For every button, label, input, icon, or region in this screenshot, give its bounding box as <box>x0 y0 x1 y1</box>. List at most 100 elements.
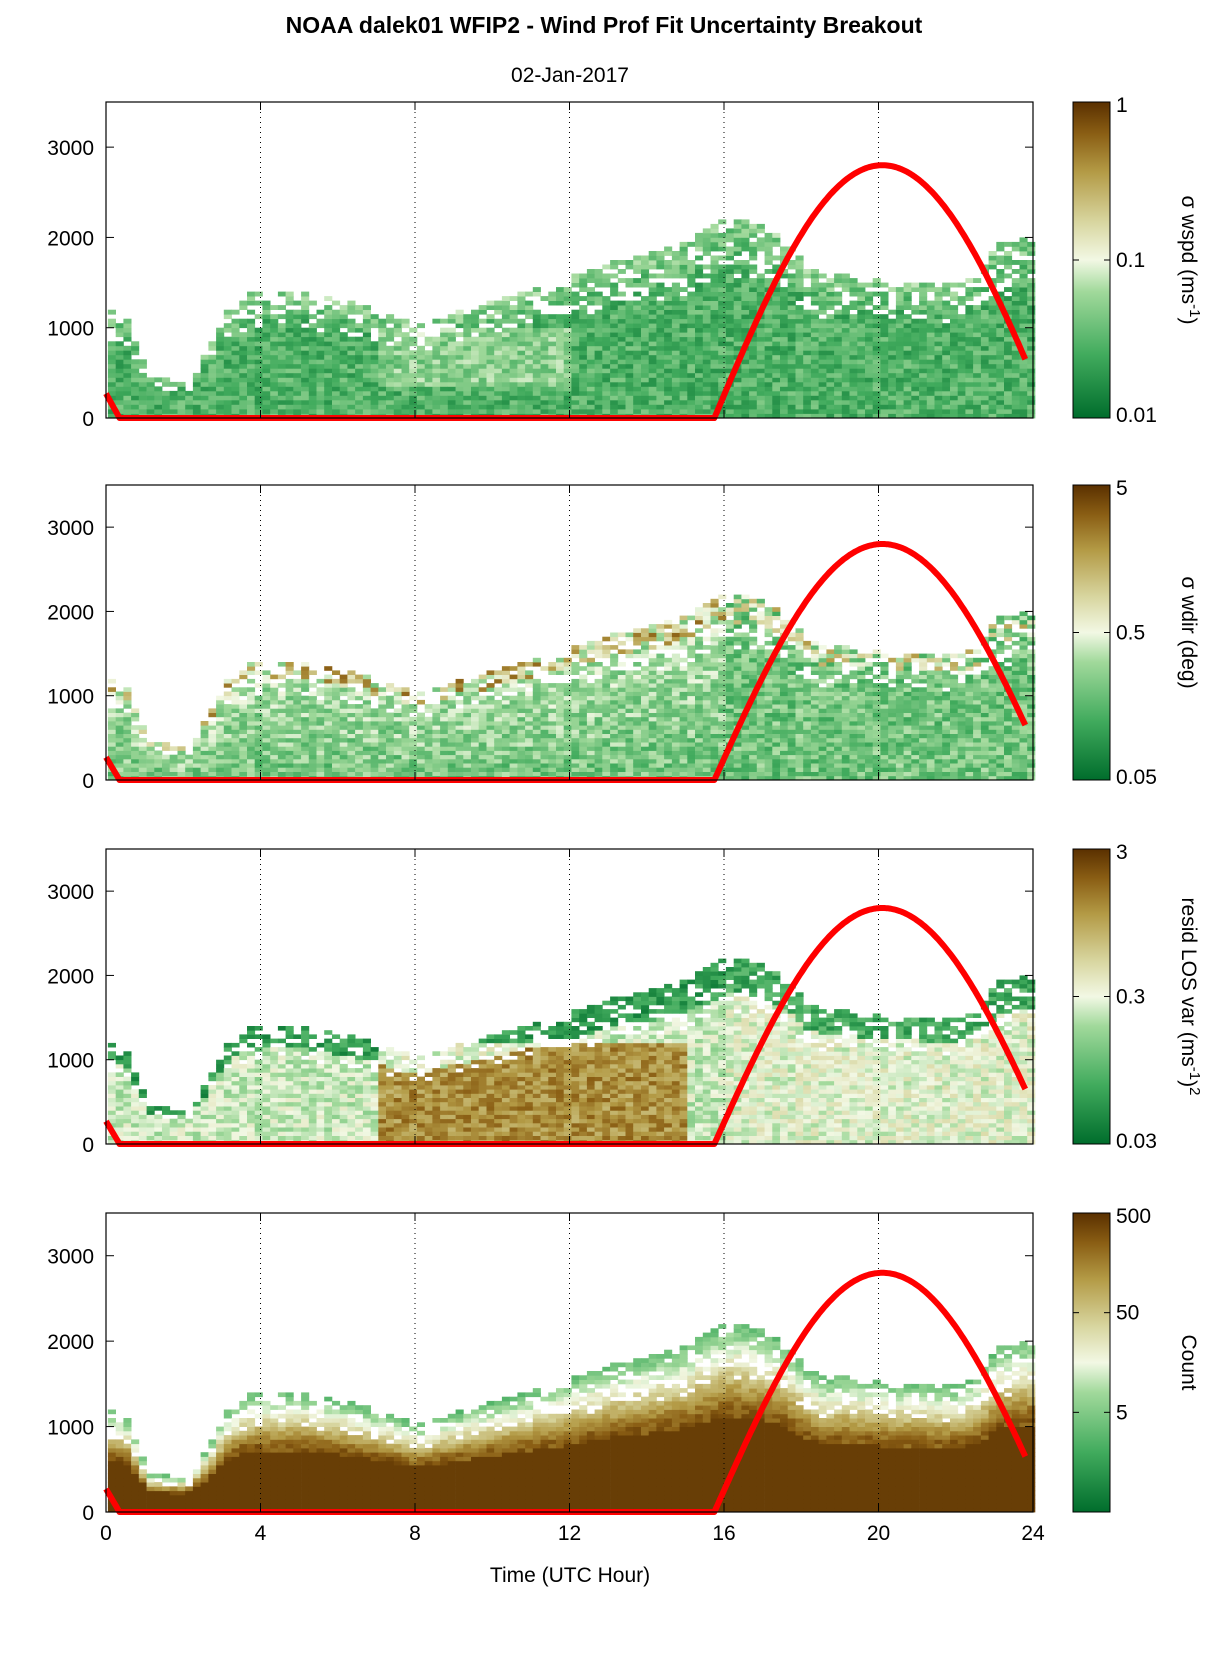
heatmap-cell <box>525 767 534 772</box>
heatmap-cell <box>208 363 217 369</box>
heatmap-cell <box>239 332 248 338</box>
heatmap-cell <box>471 691 480 697</box>
heatmap-cell <box>617 632 626 638</box>
heatmap-cell <box>301 332 310 338</box>
heatmap-cell <box>556 662 565 667</box>
heatmap-cell <box>571 737 580 743</box>
heatmap-cell <box>339 746 348 751</box>
heatmap-cell <box>416 345 425 351</box>
heatmap-cell <box>409 399 418 405</box>
heatmap-cell <box>247 372 256 378</box>
heatmap-cell <box>818 336 827 342</box>
heatmap-cell <box>270 712 279 718</box>
heatmap-cell <box>339 729 348 734</box>
heatmap-cell <box>548 318 557 324</box>
heatmap-cell <box>509 350 518 356</box>
heatmap-cell <box>625 381 634 387</box>
heatmap-cell <box>718 332 727 338</box>
heatmap-cell <box>223 746 232 751</box>
heatmap-cell <box>324 725 333 730</box>
heatmap-cell <box>332 409 341 414</box>
heatmap-cell <box>447 314 456 320</box>
heatmap-cell <box>725 237 734 243</box>
heatmap-cell <box>293 309 302 315</box>
heatmap-cell <box>586 657 595 663</box>
heatmap-cell <box>934 332 943 338</box>
heatmap-cell <box>810 386 819 392</box>
heatmap-cell <box>756 404 765 410</box>
heatmap-cell <box>486 712 495 718</box>
heatmap-cell <box>270 350 279 356</box>
heatmap-cell <box>556 395 565 401</box>
heatmap-cell <box>339 395 348 401</box>
heatmap-cell <box>332 332 341 338</box>
heatmap-cell <box>718 255 727 261</box>
heatmap-cell <box>324 377 333 383</box>
heatmap-cell <box>247 662 256 667</box>
heatmap-cell <box>702 381 711 387</box>
heatmap-cell <box>455 699 464 705</box>
heatmap-cell <box>556 390 565 396</box>
heatmap-cell <box>764 381 773 387</box>
heatmap-cell <box>648 746 657 751</box>
heatmap-cell <box>996 395 1005 401</box>
heatmap-cell <box>633 395 642 401</box>
heatmap-cell <box>903 327 912 333</box>
heatmap-cell <box>602 674 611 680</box>
heatmap-cell <box>641 758 650 764</box>
heatmap-cell <box>548 733 557 739</box>
heatmap-cell <box>718 341 727 347</box>
heatmap-cell <box>115 708 124 713</box>
heatmap-cell <box>200 767 209 772</box>
heatmap-cell <box>957 327 966 333</box>
heatmap-cell <box>169 754 178 760</box>
heatmap-cell <box>865 381 874 387</box>
heatmap-cell <box>857 395 866 401</box>
heatmap-cell <box>501 763 510 768</box>
heatmap-cell <box>641 737 650 743</box>
heatmap-cell <box>301 341 310 347</box>
heatmap-cell <box>803 381 812 387</box>
heatmap-cell <box>602 758 611 764</box>
heatmap-cell <box>316 763 325 768</box>
heatmap-cell <box>270 359 279 365</box>
heatmap-cell <box>362 390 371 396</box>
heatmap-cell <box>664 725 673 730</box>
heatmap-cell <box>277 332 286 338</box>
heatmap-cell <box>718 219 727 225</box>
heatmap-cell <box>594 300 603 306</box>
heatmap-cell <box>208 763 217 768</box>
heatmap-cell <box>857 363 866 369</box>
heatmap-cell <box>641 363 650 369</box>
heatmap-cell <box>401 746 410 751</box>
heatmap-cell <box>610 632 619 638</box>
heatmap-cell <box>115 363 124 369</box>
heatmap-cell <box>834 390 843 396</box>
heatmap-cell <box>339 341 348 347</box>
heatmap-cell <box>478 305 487 310</box>
heatmap-cell <box>594 395 603 401</box>
heatmap-cell <box>355 386 364 392</box>
heatmap-cell <box>834 404 843 410</box>
heatmap-cell <box>471 404 480 410</box>
heatmap-cell <box>787 260 796 265</box>
heatmap-cell <box>865 359 874 365</box>
heatmap-cell <box>849 386 858 392</box>
heatmap-cell <box>671 350 680 356</box>
heatmap-cell <box>1019 336 1028 342</box>
heatmap-cell <box>123 687 132 692</box>
heatmap-cell <box>610 350 619 356</box>
heatmap-cell <box>810 287 819 292</box>
heatmap-cell <box>733 246 742 252</box>
heatmap-cell <box>138 742 147 747</box>
heatmap-cell <box>641 729 650 734</box>
heatmap-cell <box>247 721 256 726</box>
heatmap-cell <box>169 767 178 772</box>
heatmap-cell <box>208 368 217 374</box>
heatmap-cell <box>185 763 194 768</box>
heatmap-cell <box>664 395 673 401</box>
heatmap-cell <box>772 327 781 333</box>
heatmap-cell <box>463 750 472 756</box>
heatmap-cell <box>787 318 796 324</box>
